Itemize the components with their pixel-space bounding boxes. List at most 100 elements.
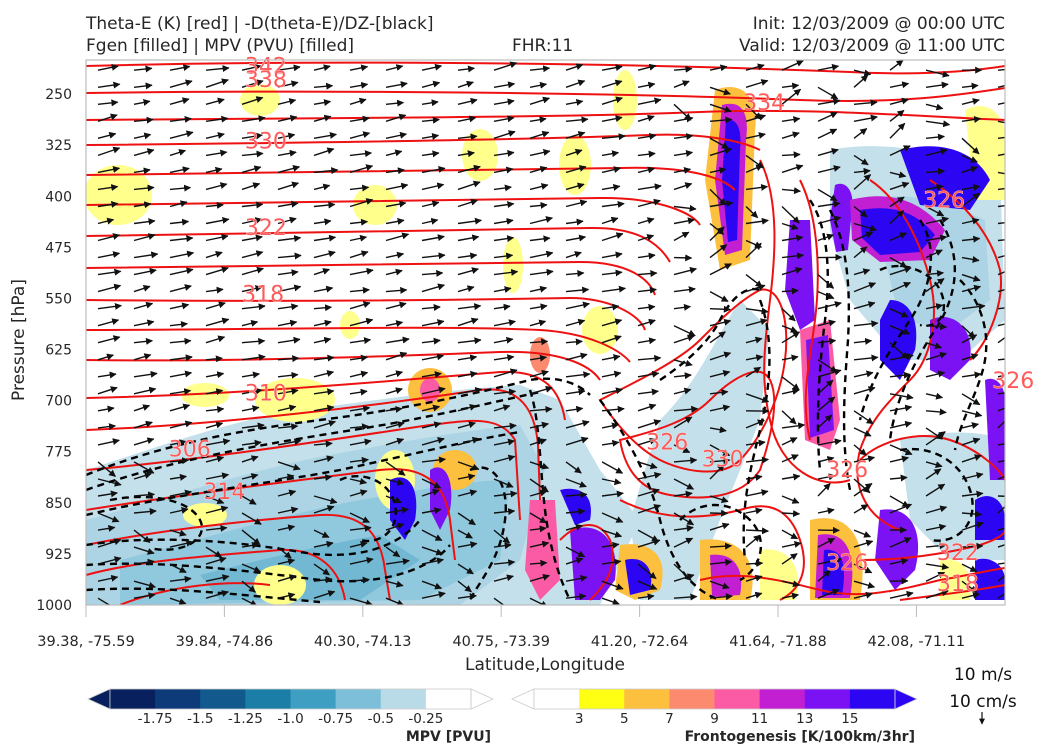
wind-vector: [421, 507, 442, 515]
wind-vector: [997, 495, 1005, 497]
wind-vector: [457, 267, 479, 276]
wind-vector: [853, 580, 876, 589]
colorbar-swatch: [714, 689, 761, 709]
colorbar-label: MPV [PVU]: [406, 729, 491, 745]
colorbar-label: Frontogenesis [K/100km/3hr]: [685, 729, 915, 745]
wind-vector: [889, 353, 914, 361]
wind-vector: [961, 116, 982, 123]
wind-vector: [997, 153, 1005, 157]
wind-vector: [745, 354, 764, 362]
wind-vector: [817, 215, 842, 225]
wind-vector: [493, 149, 515, 157]
colorbar-extend-min: [87, 688, 111, 710]
wind-vector: [277, 235, 302, 242]
wind-vector: [205, 97, 225, 105]
wind-vector: [601, 334, 622, 344]
wind-vector: [997, 592, 1005, 599]
wind-vector: [745, 205, 759, 219]
wind-vector: [997, 323, 1005, 327]
wind-vector: [421, 99, 439, 107]
wind-vector: [277, 284, 302, 293]
wind-vector: [961, 284, 982, 293]
wind-vector: [349, 354, 368, 362]
wind-vector: [313, 64, 331, 72]
wind-vector: [241, 217, 263, 225]
wind-vector: [637, 303, 656, 311]
wind-vector: [421, 437, 445, 446]
wind-vector: [997, 527, 1005, 531]
wind-vector: [889, 196, 905, 208]
wind-vector: [853, 563, 873, 574]
wind-vector: [241, 303, 266, 311]
wind-vector: [853, 205, 868, 218]
wind-vector: [421, 386, 446, 395]
wind-vector: [925, 120, 951, 128]
wind-vector: [889, 171, 907, 179]
wind-vector: [349, 81, 369, 89]
wind-vector: [169, 489, 192, 497]
wind-vector: [601, 439, 620, 447]
wind-vector: [133, 546, 155, 555]
wind-vector: [349, 164, 374, 174]
wind-vector: [673, 231, 690, 242]
wind-vector: [709, 522, 730, 531]
wind-vector: [349, 597, 373, 605]
x-tick-label: 41.20, -72.64: [591, 634, 688, 650]
wind-vector: [889, 474, 908, 482]
wind-vector: [241, 512, 262, 525]
wind-vector: [97, 574, 119, 582]
wind-vector: [637, 318, 656, 327]
wind-vector: [385, 558, 410, 566]
wind-vector: [889, 371, 911, 379]
x-tick-label: 39.38, -75.59: [37, 634, 134, 650]
wind-vector: [925, 269, 944, 277]
wind-vector: [565, 218, 584, 226]
wind-vector: [781, 267, 803, 276]
wind-vector: [709, 388, 729, 396]
colorbar-tick-label: -1.75: [138, 711, 173, 727]
wind-vector: [169, 507, 189, 514]
wind-vector: [385, 301, 407, 310]
wind-vector: [277, 574, 297, 582]
wind-vector: [277, 303, 299, 311]
wind-vector: [349, 524, 372, 532]
wind-vector: [817, 396, 836, 412]
wind-vector: [349, 234, 368, 242]
wind-vector: [205, 78, 229, 88]
wind-vector: [961, 510, 983, 518]
wind-vector: [385, 99, 405, 107]
wind-vector: [241, 115, 266, 123]
wind-vector: [925, 589, 949, 599]
y-axis-label: Pressure [hPa]: [9, 279, 29, 401]
wind-vector: [853, 482, 873, 497]
wind-vector: [529, 183, 549, 191]
wind-vector: [817, 456, 835, 463]
wind-vector: [421, 478, 442, 489]
wind-vector: [349, 388, 368, 396]
wind-vector: [709, 464, 725, 480]
y-axis: 250 325 400 475 550 625 700 775 850 925 1000: [36, 87, 72, 614]
wind-vector: [565, 270, 585, 277]
wind-vector: [709, 147, 733, 157]
wind-vector: [817, 301, 842, 310]
wind-vector: [889, 281, 911, 293]
wind-vector: [457, 386, 483, 395]
y-tick-label: 850: [45, 496, 72, 512]
wind-vector: [133, 580, 156, 589]
wind-vector: [781, 592, 799, 600]
wind-vector: [637, 471, 662, 480]
wind-vector: [169, 539, 194, 548]
wind-vector: [673, 490, 693, 498]
wind-vector: [781, 308, 796, 322]
wind-vector: [169, 218, 190, 226]
wind-vector: [709, 593, 733, 601]
colorbar-extend-max: [470, 688, 494, 710]
wind-vector: [889, 444, 913, 456]
wind-vector: [205, 590, 229, 599]
wind-vector: [781, 388, 800, 395]
theta-e-contour-label: 334: [743, 91, 785, 116]
wind-vector: [457, 437, 480, 446]
wind-vector: [421, 165, 446, 174]
wind-vector: [565, 593, 587, 601]
